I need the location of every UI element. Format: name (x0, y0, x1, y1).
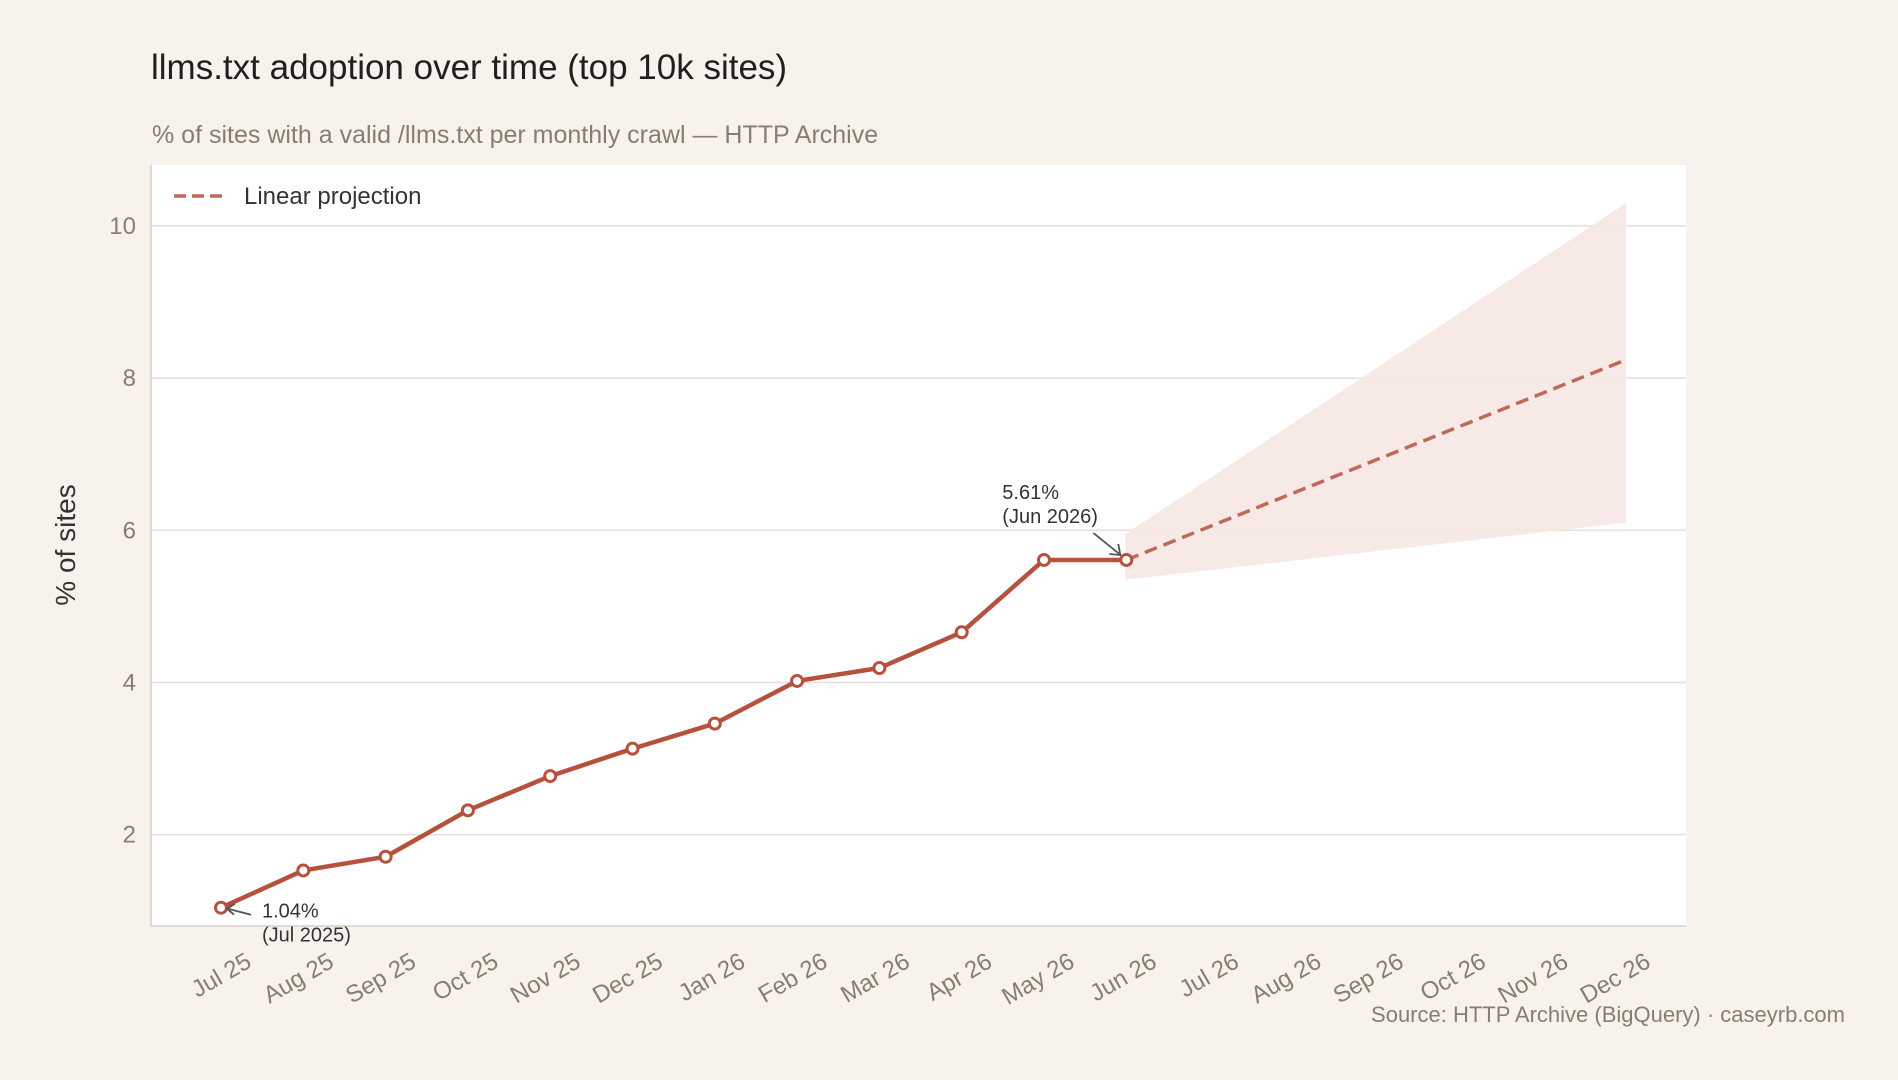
annotation-end-date: (Jun 2026) (1002, 506, 1098, 528)
y-tick-label: 8 (123, 365, 136, 392)
x-tick-label: Feb 26 (754, 948, 832, 1009)
x-tick-label: Jun 26 (1085, 948, 1161, 1007)
data-point (625, 741, 640, 756)
data-point (790, 673, 805, 688)
x-tick-label: Jul 25 (187, 948, 256, 1003)
annotation-end-value: 5.61% (1002, 482, 1059, 504)
data-point (707, 716, 722, 731)
y-tick-label: 6 (123, 517, 136, 544)
plot-area (151, 165, 1686, 926)
data-point (378, 849, 393, 864)
x-tick-label: Nov 25 (506, 948, 585, 1009)
x-tick-label: Oct 26 (1416, 948, 1491, 1007)
x-tick-label: Aug 26 (1247, 948, 1326, 1009)
data-point (1119, 552, 1134, 567)
x-tick-label: Oct 25 (428, 948, 503, 1007)
annotation-start-date: (Jul 2025) (262, 925, 351, 947)
series-line-projection (1125, 359, 1623, 562)
annotation-start-value: 1.04% (262, 901, 319, 923)
data-point (1037, 552, 1051, 567)
annotation-arrowhead (225, 902, 236, 916)
x-tick-label: Dec 25 (588, 948, 667, 1009)
chart-subtitle: % of sites with a valid /llms.txt per mo… (152, 121, 879, 149)
x-tick-label: Sep 26 (1329, 948, 1408, 1009)
annotation-arrow (1092, 532, 1120, 555)
data-point (872, 661, 887, 676)
chart-title: llms.txt adoption over time (top 10k sit… (151, 48, 788, 87)
x-tick-label: Nov 26 (1493, 948, 1572, 1009)
annotation-arrowhead (1109, 543, 1122, 556)
x-tick-label: Apr 26 (922, 948, 997, 1007)
x-tick-label: Sep 25 (341, 948, 420, 1009)
data-point (460, 803, 475, 818)
data-point (543, 769, 558, 784)
data-point (296, 863, 311, 878)
y-tick-label: 4 (123, 669, 136, 696)
y-tick-label: 10 (109, 213, 136, 240)
x-tick-label: Jan 26 (674, 948, 750, 1007)
projection-band (1125, 203, 1627, 580)
x-tick-label: Mar 26 (836, 948, 914, 1009)
x-tick-label: May 26 (997, 948, 1079, 1011)
legend-label-projection: Linear projection (244, 183, 421, 210)
data-point (954, 625, 969, 640)
x-tick-label: Jul 26 (1175, 948, 1244, 1003)
y-axis-title: % of sites (50, 484, 81, 605)
x-tick-label: Aug 25 (259, 948, 338, 1009)
y-tick-label: 2 (123, 822, 136, 849)
annotation-arrow (227, 907, 252, 916)
data-point (214, 900, 228, 915)
x-tick-label: Dec 26 (1576, 948, 1655, 1009)
series-line-actual (220, 557, 1127, 910)
source-note: Source: HTTP Archive (BigQuery) · caseyr… (1371, 1002, 1845, 1027)
